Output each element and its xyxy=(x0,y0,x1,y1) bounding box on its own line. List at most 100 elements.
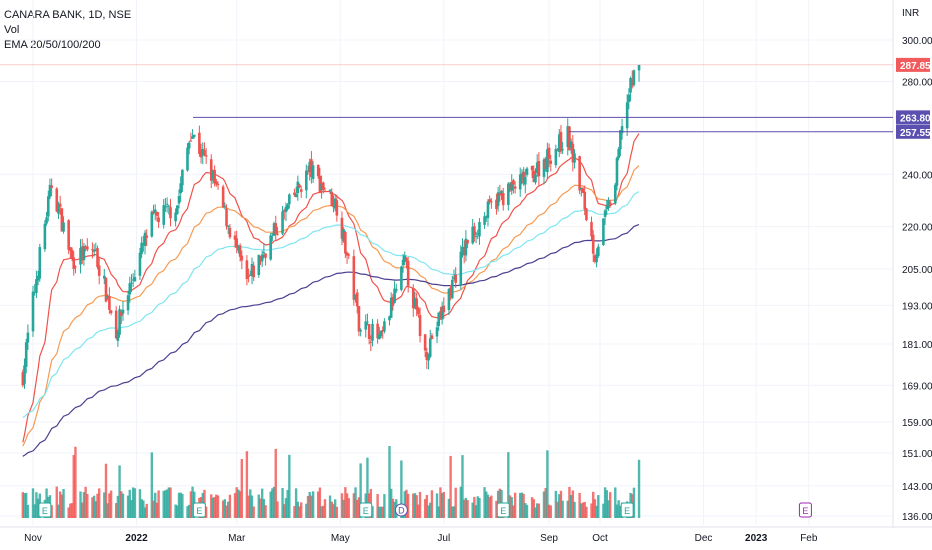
candle-body xyxy=(525,168,529,175)
volume-bar xyxy=(388,446,391,518)
earnings-marker[interactable] xyxy=(359,502,373,518)
candle-body xyxy=(369,341,373,343)
candle-body xyxy=(483,216,486,225)
volume-bar xyxy=(221,500,225,518)
volume-bar xyxy=(70,503,74,518)
earnings-marker[interactable] xyxy=(496,502,510,518)
candle-body xyxy=(164,206,167,208)
volume-bar xyxy=(21,492,25,518)
volume-bar xyxy=(430,490,434,518)
x-tick-label: Sep xyxy=(540,533,558,544)
candle-body xyxy=(354,294,357,300)
dividend-marker[interactable] xyxy=(394,503,408,517)
symbol-title[interactable]: CANARA BANK, 1D, NSE xyxy=(4,9,132,21)
volume-bar xyxy=(471,502,474,518)
candle-body xyxy=(557,134,561,152)
candle-body xyxy=(376,323,379,339)
volume-bar xyxy=(191,486,194,518)
candle-body xyxy=(423,334,427,351)
volume-bar xyxy=(425,494,429,518)
candle-body xyxy=(174,212,177,222)
candle-body xyxy=(33,291,36,293)
candle-body xyxy=(296,181,300,194)
candle-body xyxy=(534,174,537,183)
future-earnings-marker[interactable] xyxy=(798,502,812,518)
earnings-marker[interactable] xyxy=(192,502,206,518)
candle-body xyxy=(383,321,386,332)
time-axis[interactable]: Nov 2022 Mar May Jul Sep Oct Dec 2023 Feb xyxy=(24,533,818,544)
volume-bar xyxy=(131,487,135,518)
candle-body xyxy=(46,196,50,217)
price-axis[interactable]: INR 300.00 280.00 240.00 220.00 205.00 193.00 1… xyxy=(902,8,932,523)
volume-bar xyxy=(383,494,386,518)
candle-body xyxy=(276,233,279,235)
volume-bar xyxy=(519,492,522,518)
volume-bar xyxy=(169,487,172,518)
volume-bar xyxy=(58,491,62,518)
volume-bar xyxy=(55,486,58,518)
candle-body xyxy=(38,247,42,279)
candle-body xyxy=(418,315,422,337)
volume-bar xyxy=(320,506,323,518)
volume-bar xyxy=(556,501,559,518)
volume-bar xyxy=(116,495,120,518)
x-tick-label: Nov xyxy=(24,533,42,544)
candle-body xyxy=(310,159,313,177)
volume-bar xyxy=(23,493,26,518)
volume-bar xyxy=(152,500,155,518)
candle-body xyxy=(425,352,429,360)
volume-bar xyxy=(213,497,216,518)
horizontal-levels: 263.80 257.55 287.85 xyxy=(0,57,931,139)
earnings-marker-letter: E xyxy=(624,506,630,516)
candle-body xyxy=(530,165,534,171)
candle-body xyxy=(495,199,498,210)
volume-bar xyxy=(120,491,123,518)
candle-body xyxy=(508,184,512,189)
volume-bar xyxy=(614,487,617,518)
candle-body xyxy=(345,252,349,256)
earnings-marker[interactable] xyxy=(38,502,52,518)
volume-indicator-label[interactable]: Vol xyxy=(4,24,20,36)
grid xyxy=(0,0,932,528)
volume-bar xyxy=(391,498,395,518)
volume-bar xyxy=(452,506,456,518)
candle-body xyxy=(108,296,111,310)
volume-bar xyxy=(413,493,417,518)
earnings-marker[interactable] xyxy=(620,502,634,518)
candle-body xyxy=(613,184,617,204)
volume-bar xyxy=(537,503,541,518)
volume-bar xyxy=(590,503,593,518)
volume-bar xyxy=(215,494,218,518)
candle-body xyxy=(213,169,216,184)
volume-bar xyxy=(581,502,585,518)
candle-body xyxy=(86,246,89,250)
candle-body xyxy=(583,191,587,210)
volume-bar xyxy=(216,495,220,518)
volume-bar xyxy=(571,490,575,518)
earnings-marker-letter: E xyxy=(42,506,48,516)
ema-indicator-label[interactable]: EMA 20/50/100/200 xyxy=(4,39,101,51)
candle-body xyxy=(393,288,396,304)
volume-bar xyxy=(108,493,111,518)
volume-bar xyxy=(522,493,525,518)
candle-body xyxy=(371,323,374,341)
volume-bar xyxy=(57,504,60,518)
volume-bar xyxy=(466,500,469,518)
volume-bar xyxy=(381,506,384,518)
last-price-label: 287.85 xyxy=(900,61,931,72)
candle-body xyxy=(462,246,466,256)
volume-bar xyxy=(155,502,159,518)
candle-body xyxy=(569,141,573,148)
candle-body xyxy=(48,184,52,197)
candle-body xyxy=(355,292,359,307)
volume-bar xyxy=(281,487,284,518)
candle-body xyxy=(512,180,515,185)
volume-bar xyxy=(412,493,415,518)
candle-body xyxy=(332,203,335,208)
x-tick-label: Oct xyxy=(592,533,608,544)
candle-body xyxy=(430,335,434,339)
volume-bar xyxy=(568,486,571,518)
volume-bar xyxy=(478,497,481,518)
candle-body xyxy=(524,177,527,185)
